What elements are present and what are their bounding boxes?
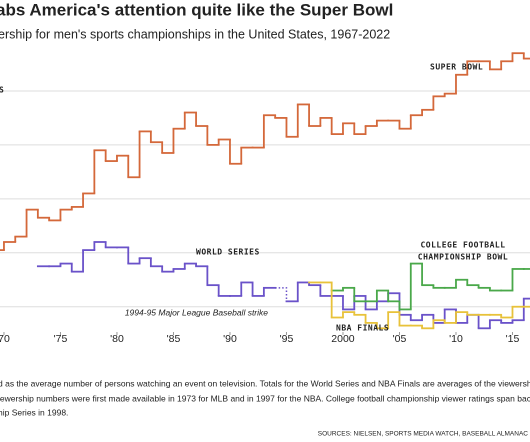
gap-bridge: [275, 287, 288, 302]
x-tick-label: '90: [223, 333, 237, 345]
chart-title: abs America's attention quite like the S…: [0, 0, 393, 19]
source: SOURCES: NIELSEN, SPORTS MEDIA WATCH, BA…: [318, 431, 529, 438]
note: d as the average number of persons watch…: [0, 378, 530, 388]
series-label: WORLD SERIES: [196, 248, 260, 257]
annotation: 1994-95 Major League Baseball strike: [125, 307, 268, 317]
note: hip Series in 1998.: [0, 407, 68, 417]
x-tick-label: '15: [506, 333, 520, 345]
x-tick-label: 70: [0, 333, 10, 345]
x-tick-label: '05: [393, 333, 407, 345]
series-label: COLLEGE FOOTBALL: [420, 241, 505, 250]
step-riser: [330, 282, 514, 329]
series-label: NBA FINALS: [336, 324, 389, 333]
x-tick-label: '95: [280, 333, 294, 345]
step-riser: [59, 241, 525, 329]
series-label: CHAMPIONSHIP BOWL: [418, 253, 508, 262]
x-tick-label: '75: [54, 333, 68, 345]
series-label: SUPER BOWL: [430, 63, 483, 72]
x-tick-label: '10: [449, 333, 463, 345]
plot: [0, 52, 530, 335]
step-riser: [3, 53, 525, 251]
step-riser: [342, 263, 514, 310]
note: iewership numbers were first made availa…: [0, 393, 530, 403]
y-axis-label: S: [0, 86, 4, 95]
x-tick-label: '80: [110, 333, 124, 345]
x-tick-label: '85: [167, 333, 181, 345]
chart-subtitle: ership for men's sports championships in…: [0, 27, 390, 41]
x-tick-label: 2000: [331, 333, 355, 345]
